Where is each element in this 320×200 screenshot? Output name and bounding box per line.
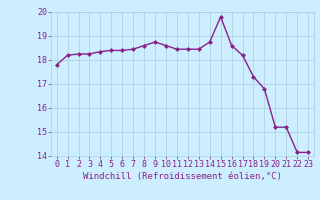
X-axis label: Windchill (Refroidissement éolien,°C): Windchill (Refroidissement éolien,°C) bbox=[83, 172, 282, 181]
